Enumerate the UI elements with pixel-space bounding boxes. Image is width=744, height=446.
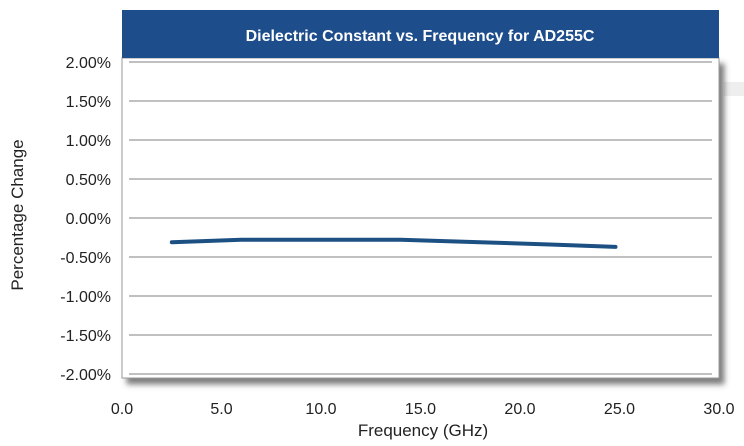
y-tick-label: 0.50% — [66, 172, 111, 189]
title-bar — [122, 10, 719, 58]
y-tick-label: -0.50% — [60, 250, 111, 267]
background-decoration — [724, 82, 744, 96]
x-tick-label: 20.0 — [504, 401, 535, 418]
x-axis-label: Frequency (GHz) — [358, 421, 488, 440]
y-tick-label: -1.50% — [60, 328, 111, 345]
series-layer — [169, 237, 618, 249]
y-axis-tick-labels: 2.00% 1.50% 1.00% 0.50% 0.00% -0.50% -1.00% -1.… — [60, 55, 111, 384]
series-line-0 — [169, 237, 618, 249]
x-tick-label: 25.0 — [604, 401, 635, 418]
chart-title: Dielectric Constant vs. Frequency for AD… — [246, 28, 595, 45]
y-tick-label: 2.00% — [66, 55, 111, 72]
y-tick-label: 0.00% — [66, 211, 111, 228]
y-axis-label: Percentage Change — [8, 139, 27, 290]
y-tick-label: -2.00% — [60, 367, 111, 384]
x-axis-tick-labels: 0.0 5.0 10.0 15.0 20.0 25.0 30.0 — [111, 401, 735, 418]
y-tick-label: -1.00% — [60, 289, 111, 306]
y-tick-label: 1.50% — [66, 94, 111, 111]
y-tick-label: 1.00% — [66, 133, 111, 150]
x-tick-label: 10.0 — [305, 401, 336, 418]
x-tick-label: 0.0 — [111, 401, 133, 418]
x-tick-label: 15.0 — [405, 401, 436, 418]
x-tick-label: 5.0 — [210, 401, 232, 418]
grid-layer — [129, 61, 712, 375]
x-tick-label: 30.0 — [703, 401, 734, 418]
